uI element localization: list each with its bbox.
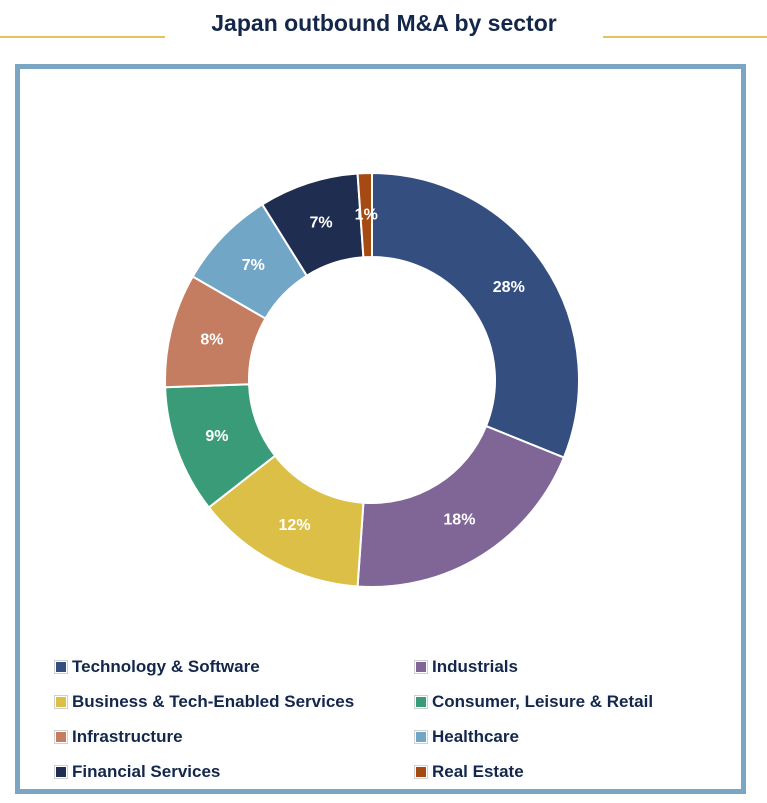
slice-label-6: 7% — [309, 215, 332, 232]
legend-swatch-1 — [414, 660, 428, 674]
legend-label-5: Healthcare — [432, 727, 519, 746]
legend-label-7: Real Estate — [432, 762, 524, 781]
chart-legend: Technology & Software Industrials Business… — [54, 655, 715, 784]
legend-item-2: Business & Tech-Enabled Services — [54, 690, 415, 714]
slice-label-0: 28% — [493, 279, 525, 296]
legend-label-0: Technology & Software — [72, 657, 260, 676]
legend-swatch-3 — [414, 695, 428, 709]
legend-item-7: Real Estate — [414, 760, 715, 784]
slice-7 — [356, 171, 373, 259]
slice-label-5: 7% — [242, 257, 265, 274]
title-rule-left — [0, 36, 165, 38]
legend-item-1: Industrials — [414, 655, 715, 679]
slice-0 — [371, 171, 580, 459]
legend-item-5: Healthcare — [414, 725, 715, 749]
slice-label-2: 12% — [279, 517, 311, 534]
legend-item-6: Financial Services — [54, 760, 415, 784]
legend-label-6: Financial Services — [72, 762, 221, 781]
legend-swatch-7 — [414, 765, 428, 779]
legend-swatch-4 — [54, 730, 68, 744]
legend-label-4: Infrastructure — [72, 727, 183, 746]
legend-item-0: Technology & Software — [54, 655, 415, 679]
slice-label-4: 8% — [200, 332, 223, 349]
legend-label-2: Business & Tech-Enabled Services — [72, 692, 355, 711]
slice-label-7: 1% — [355, 207, 378, 224]
legend-label-1: Industrials — [432, 657, 518, 676]
chart-title: Japan outbound M&A by sector — [211, 10, 557, 36]
slice-label-3: 9% — [205, 428, 228, 445]
legend-swatch-5 — [414, 730, 428, 744]
slice-label-1: 18% — [443, 511, 475, 528]
legend-label-3: Consumer, Leisure & Retail — [432, 692, 654, 711]
legend-swatch-2 — [54, 695, 68, 709]
title-rule-right — [603, 36, 767, 38]
legend-swatch-0 — [54, 660, 68, 674]
slice-1 — [356, 424, 566, 588]
legend-item-4: Infrastructure — [54, 725, 415, 749]
legend-swatch-6 — [54, 765, 68, 779]
legend-item-3: Consumer, Leisure & Retail — [414, 690, 715, 714]
